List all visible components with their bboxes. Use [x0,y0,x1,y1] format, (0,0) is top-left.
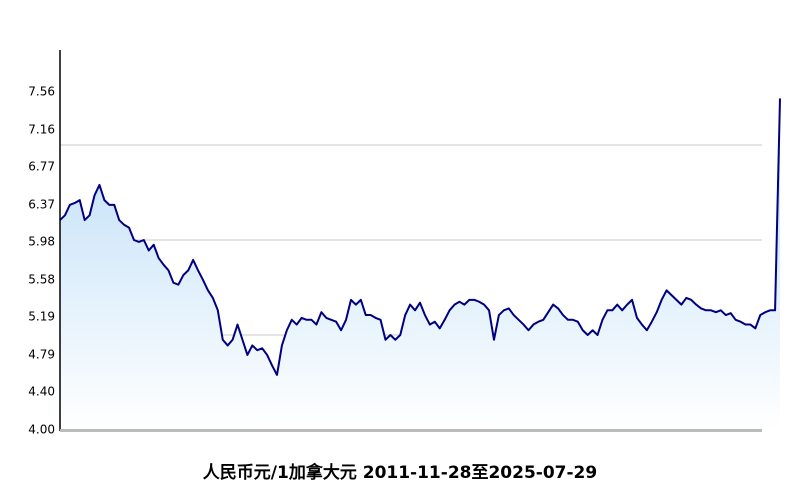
y-tick-label: 4.00 [28,423,55,437]
y-tick-label: 7.16 [28,122,55,136]
y-tick-label: 4.79 [28,347,55,361]
y-tick-label: 5.98 [28,234,55,248]
plot [59,98,781,430]
series-line [59,98,781,376]
y-tick-label: 6.77 [28,159,55,173]
y-tick-label: 5.58 [28,272,55,286]
y-tick-label: 7.56 [28,84,55,98]
y-tick-label: 5.19 [28,309,55,323]
chart-title: 人民币元/1加拿大元 2011-11-28至2025-07-29 [203,462,597,483]
y-tick-label: 6.37 [28,197,55,211]
y-tick-label: 4.40 [28,385,55,399]
area-fill [60,98,780,430]
